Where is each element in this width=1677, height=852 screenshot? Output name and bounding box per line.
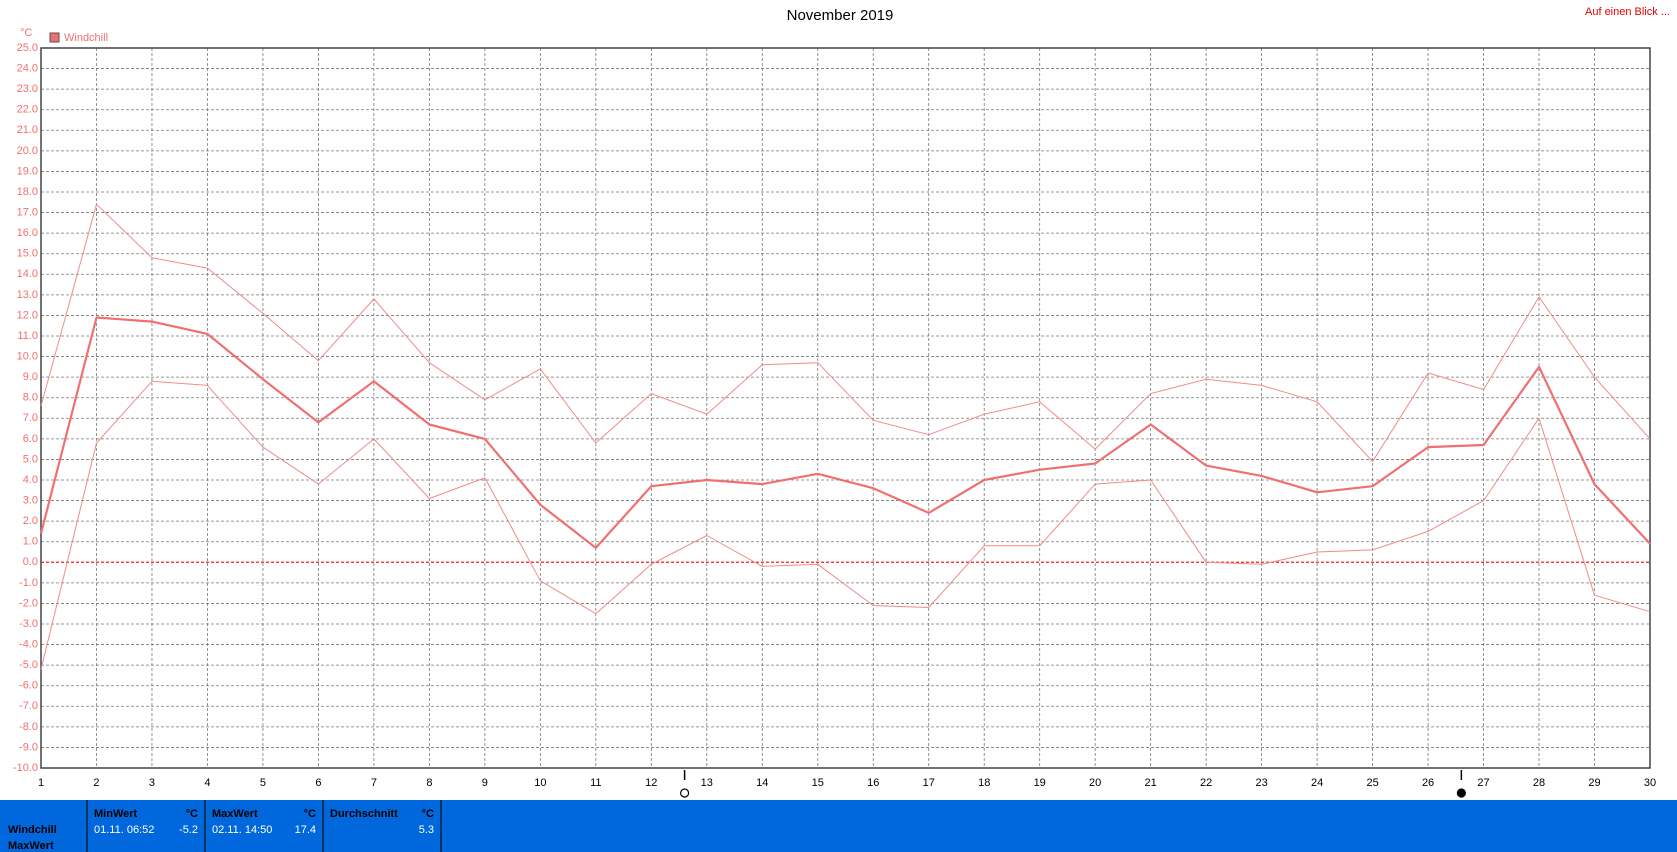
x-tick-label: 1: [38, 777, 44, 789]
y-tick-label: 22.0: [17, 104, 38, 116]
chart-title: November 2019: [787, 7, 894, 24]
y-tick-label: 20.0: [17, 145, 38, 157]
y-tick-label: -1.0: [19, 577, 38, 589]
column-header: Durchschnitt: [330, 808, 398, 820]
y-tick-label: 25.0: [17, 42, 38, 54]
unit-label: °C: [20, 27, 32, 39]
cell-time: 01.11. 06:52: [94, 824, 154, 836]
cell-value: 5.3: [419, 824, 434, 836]
x-tick-label: 24: [1311, 777, 1323, 789]
plot-frame: [40, 47, 1651, 769]
x-tick-label: 13: [701, 777, 713, 789]
x-tick-label: 9: [482, 777, 488, 789]
y-tick-label: -6.0: [19, 680, 38, 692]
x-tick-label: 7: [371, 777, 377, 789]
x-tick-label: 19: [1034, 777, 1046, 789]
x-tick-label: 12: [645, 777, 657, 789]
y-tick-label: 12.0: [17, 309, 38, 321]
y-tick-label: 19.0: [17, 165, 38, 177]
y-tick-label: -7.0: [19, 700, 38, 712]
x-tick-label: 28: [1533, 777, 1545, 789]
y-tick-label: 18.0: [17, 186, 38, 198]
y-tick-label: 14.0: [17, 268, 38, 280]
cell-time: 02.11. 14:50: [212, 824, 272, 836]
x-tick-label: 22: [1200, 777, 1212, 789]
y-tick-label: 17.0: [17, 206, 38, 218]
x-tick-label: 23: [1255, 777, 1267, 789]
y-tick-label: 3.0: [23, 494, 38, 506]
series-line: [39, 316, 1651, 549]
y-tick-label: 4.0: [23, 474, 38, 486]
y-tick-label: 8.0: [23, 392, 38, 404]
column-header: MaxWert: [212, 808, 258, 820]
cell-value: 17.4: [295, 824, 316, 836]
x-tick-label: 20: [1089, 777, 1101, 789]
x-tick-label: 21: [1145, 777, 1157, 789]
y-tick-label: 11.0: [17, 330, 38, 342]
series-line: [40, 380, 1651, 670]
row-label: Windchill: [8, 824, 57, 836]
column-unit: °C: [304, 808, 316, 820]
x-tick-label: 3: [149, 777, 155, 789]
x-tick-label: 2: [93, 777, 99, 789]
y-tick-label: 0.0: [23, 556, 38, 568]
x-tick-label: 25: [1366, 777, 1378, 789]
y-tick-label: 5.0: [23, 453, 38, 465]
y-tick-label: -2.0: [19, 597, 38, 609]
y-tick-label: 6.0: [23, 433, 38, 445]
y-tick-label: -10.0: [13, 762, 38, 774]
column-header: MinWert: [94, 808, 138, 820]
y-tick-label: 24.0: [17, 62, 38, 74]
x-tick-label: 5: [260, 777, 266, 789]
x-tick-label: 26: [1422, 777, 1434, 789]
x-tick-label: 4: [204, 777, 210, 789]
legend-swatch: [49, 32, 60, 43]
column-unit: °C: [186, 808, 198, 820]
y-tick-label: 1.0: [23, 536, 38, 548]
y-tick-label: 10.0: [17, 350, 38, 362]
moon-phase: [1456, 788, 1466, 798]
y-tick-label: 7.0: [23, 412, 38, 424]
y-tick-label: -5.0: [19, 659, 38, 671]
x-tick-label: 30: [1644, 777, 1656, 789]
column-unit: °C: [422, 808, 434, 820]
y-tick-label: 16.0: [17, 227, 38, 239]
overview-link[interactable]: Auf einen Blick ...: [1585, 6, 1670, 18]
x-tick-label: 6: [315, 777, 321, 789]
y-tick-label: 15.0: [17, 248, 38, 260]
y-tick-label: -9.0: [19, 741, 38, 753]
y-tick-label: 13.0: [17, 289, 38, 301]
x-tick-label: 15: [812, 777, 824, 789]
cell-value: -5.2: [179, 824, 198, 836]
x-tick-label: 8: [426, 777, 432, 789]
series-line: [40, 203, 1651, 462]
x-tick-label: 29: [1588, 777, 1600, 789]
row-label: MaxWert: [8, 840, 54, 852]
y-tick-label: 21.0: [17, 124, 38, 136]
x-tick-label: 10: [534, 777, 546, 789]
moon-phase: [679, 788, 690, 798]
y-tick-label: -3.0: [19, 618, 38, 630]
x-tick-label: 16: [867, 777, 879, 789]
legend-label: Windchill: [64, 32, 108, 44]
x-tick-label: 18: [978, 777, 990, 789]
x-tick-label: 27: [1477, 777, 1489, 789]
y-tick-label: -4.0: [19, 638, 38, 650]
summary-panel: [0, 800, 1677, 852]
x-tick-label: 17: [923, 777, 935, 789]
y-tick-label: 9.0: [23, 371, 38, 383]
y-tick-label: 2.0: [23, 515, 38, 527]
y-tick-label: 23.0: [17, 83, 38, 95]
x-tick-label: 11: [590, 777, 601, 789]
y-tick-label: -8.0: [19, 721, 38, 733]
x-tick-label: 14: [756, 777, 768, 789]
